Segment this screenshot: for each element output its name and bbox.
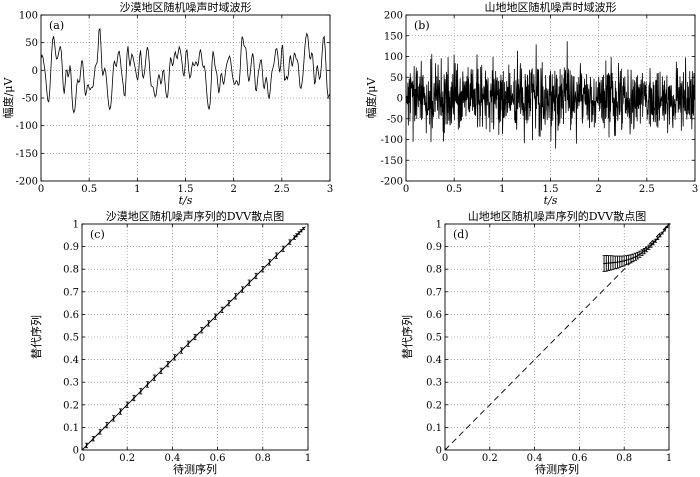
y-tick-label: 0.5 bbox=[426, 333, 442, 344]
y-tick-label: 0.3 bbox=[63, 378, 79, 389]
panel-d: 0 0.2 0.4 0.6 0.8 1 0 0.1 0.2 0.3 0.4 0.5 0.6 0.7 0.8 0… bbox=[400, 209, 672, 476]
y-tick-label: 0.9 bbox=[63, 242, 79, 253]
x-tick-label: 0.2 bbox=[119, 453, 135, 464]
y-tick-label: 0.8 bbox=[63, 265, 79, 276]
x-tick-label: 0.5 bbox=[446, 184, 462, 195]
y-tick-label: -100 bbox=[16, 121, 38, 132]
y-tick-label: 0.6 bbox=[426, 310, 442, 321]
series-line bbox=[86, 228, 304, 446]
y-tick-label: 50 bbox=[25, 38, 38, 49]
y-tick-label: 0.7 bbox=[63, 287, 79, 298]
panel-label: (b) bbox=[414, 19, 430, 32]
x-tick-label: 2 bbox=[230, 184, 236, 195]
y-tick-label: 0.1 bbox=[63, 423, 79, 434]
chart-title: 沙漠地区随机噪声序列的DVV散点图 bbox=[106, 209, 285, 223]
panel-a: 0 0.5 1 1.5 2 2.5 3 -200 -150 -100 -50 0 50 100 沙漠地区随机… bbox=[1, 0, 333, 207]
y-tick-label: 0.7 bbox=[426, 287, 442, 298]
x-tick-label: 0 bbox=[79, 453, 85, 464]
y-tick-label: 0.1 bbox=[426, 423, 442, 434]
y-tick-label: -50 bbox=[387, 114, 403, 125]
x-tick-label: 3 bbox=[327, 184, 333, 195]
y-tick-label: 0.2 bbox=[63, 400, 79, 411]
x-tick-label: 0.6 bbox=[571, 453, 587, 464]
x-axis-label: 待测序列 bbox=[173, 462, 217, 476]
y-tick-label: 0 bbox=[436, 446, 442, 457]
y-tick-label: 0.6 bbox=[63, 310, 79, 321]
y-tick-label: 0 bbox=[397, 94, 403, 105]
y-tick-label: 0.3 bbox=[426, 378, 442, 389]
x-tick-label: 0.2 bbox=[482, 453, 498, 464]
y-tick-label: 0.2 bbox=[426, 400, 442, 411]
y-tick-label: 150 bbox=[384, 31, 403, 42]
x-tick-label: 1.5 bbox=[178, 184, 194, 195]
x-tick-label: 2.5 bbox=[274, 184, 290, 195]
y-tick-label: 100 bbox=[384, 52, 403, 63]
x-tick-label: 1.5 bbox=[543, 184, 559, 195]
x-tick-label: 2 bbox=[595, 184, 601, 195]
y-tick-label: 50 bbox=[390, 73, 403, 84]
x-tick-label: 0 bbox=[38, 184, 44, 195]
series-line bbox=[40, 27, 331, 114]
y-tick-label: 1 bbox=[73, 220, 79, 231]
y-tick-label: 0 bbox=[73, 446, 79, 457]
x-tick-label: 0.5 bbox=[81, 184, 97, 195]
y-axis-label: 幅度/μV bbox=[364, 77, 378, 119]
chart-title: 山地地区随机噪声序列的DVV散点图 bbox=[468, 209, 647, 223]
y-tick-label: -150 bbox=[381, 156, 403, 167]
x-axis-label: 待测序列 bbox=[535, 462, 579, 476]
x-tick-label: 0.8 bbox=[616, 453, 632, 464]
y-tick-label: -50 bbox=[22, 94, 38, 105]
chart-title: 沙漠地区随机噪声时域波形 bbox=[120, 0, 252, 14]
panel-label: (a) bbox=[49, 19, 64, 32]
y-tick-label: 0.9 bbox=[426, 242, 442, 253]
y-tick-label: 0.5 bbox=[63, 333, 79, 344]
panel-c: 0 0.2 0.4 0.6 0.8 1 0 0.1 0.2 0.3 0.4 0.5 0.6 0.7 0.8 0… bbox=[29, 209, 311, 476]
y-tick-label: 0.8 bbox=[426, 265, 442, 276]
panel-b: 0 0.5 1 1.5 2 2.5 3 -200 -150 -100 -50 0 50 100 150 200… bbox=[364, 0, 698, 207]
y-tick-label: 0 bbox=[32, 66, 38, 77]
x-tick-label: 1 bbox=[666, 453, 672, 464]
x-tick-label: 1 bbox=[134, 184, 140, 195]
y-axis-label: 幅度/μV bbox=[1, 77, 15, 119]
y-tick-label: -200 bbox=[381, 177, 403, 188]
x-tick-label: 2.5 bbox=[639, 184, 655, 195]
x-axis-label: t/s bbox=[544, 194, 558, 207]
y-tick-label: 1 bbox=[436, 220, 442, 231]
series-line bbox=[405, 41, 696, 149]
x-tick-label: 1 bbox=[305, 453, 311, 464]
x-axis-label: t/s bbox=[179, 194, 193, 207]
x-tick-label: 0.8 bbox=[255, 453, 271, 464]
x-tick-label: 3 bbox=[692, 184, 698, 195]
x-tick-label: 0.6 bbox=[210, 453, 226, 464]
y-tick-label: 100 bbox=[19, 11, 38, 22]
y-tick-label: 0.4 bbox=[63, 355, 79, 366]
y-tick-label: 0.4 bbox=[426, 355, 442, 366]
y-tick-label: -100 bbox=[381, 135, 403, 146]
x-tick-label: 0.4 bbox=[527, 453, 543, 464]
y-tick-label: -150 bbox=[16, 149, 38, 160]
series-line bbox=[603, 223, 670, 264]
chart-title: 山地地区随机噪声时域波形 bbox=[485, 0, 617, 14]
y-tick-label: -200 bbox=[16, 177, 38, 188]
y-tick-label: 200 bbox=[384, 11, 403, 22]
y-axis-label: 替代序列 bbox=[29, 315, 43, 359]
x-tick-label: 0 bbox=[442, 453, 448, 464]
x-tick-label: 1 bbox=[499, 184, 505, 195]
panel-label: (d) bbox=[453, 228, 469, 241]
x-tick-label: 0 bbox=[403, 184, 409, 195]
y-axis-label: 替代序列 bbox=[400, 315, 414, 359]
x-tick-label: 0.4 bbox=[164, 453, 180, 464]
panel-label: (c) bbox=[90, 228, 105, 241]
